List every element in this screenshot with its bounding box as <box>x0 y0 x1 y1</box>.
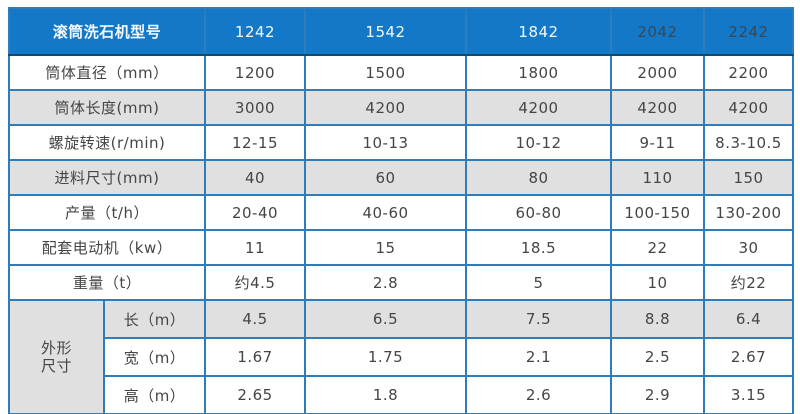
spec-value-cell: 约22 <box>703 264 795 301</box>
spec-value-cell: 约4.5 <box>204 264 307 301</box>
spec-value-cell: 1.8 <box>304 375 468 414</box>
spec-value-cell: 1500 <box>304 54 468 91</box>
spec-value-cell: 2.5 <box>610 337 706 377</box>
spec-value-cell: 11 <box>204 229 307 266</box>
header-model-label: 滚筒洗石机型号 <box>7 7 207 56</box>
spec-value-cell: 2.67 <box>703 337 795 377</box>
header-model-1242: 1242 <box>204 7 307 56</box>
spec-value-cell: 5 <box>465 264 613 301</box>
header-model-1842: 1842 <box>465 7 613 56</box>
spec-value-cell: 100-150 <box>610 194 706 231</box>
spec-value-cell: 2.8 <box>304 264 468 301</box>
spec-value-cell: 30 <box>703 229 795 266</box>
spec-value-cell: 110 <box>610 159 706 196</box>
spec-row-spiral-speed: 螺旋转速(r/min) 12-15 10-13 10-12 9-11 8.3-1… <box>7 124 795 161</box>
header-model-2242: 2242 <box>703 7 795 56</box>
spec-row-drum-length: 筒体长度(mm) 3000 4200 4200 4200 4200 <box>7 89 795 126</box>
spec-value-cell: 2.6 <box>465 375 613 414</box>
dim-row-height: 高（m） 2.65 1.8 2.6 2.9 3.15 <box>9 375 795 414</box>
dimensions-label-line2: 尺寸 <box>40 357 72 375</box>
page: 滚筒洗石机型号 1242 1542 1842 2042 2242 筒体直径（mm… <box>0 7 800 414</box>
spec-value-cell: 9-11 <box>610 124 706 161</box>
spec-value-cell: 6.4 <box>703 299 795 339</box>
spec-value-cell: 10-12 <box>465 124 613 161</box>
spec-value-cell: 3000 <box>204 89 307 126</box>
dim-sub-label: 高（m） <box>102 375 207 414</box>
spec-value-cell: 2.9 <box>610 375 706 414</box>
spec-value-cell: 18.5 <box>465 229 613 266</box>
header-model-1542: 1542 <box>304 7 468 56</box>
spec-row-weight: 重量（t） 约4.5 2.8 5 10 约22 <box>7 264 795 301</box>
spec-value-cell: 4200 <box>610 89 706 126</box>
spec-value-cell: 8.3-10.5 <box>703 124 795 161</box>
row-label: 螺旋转速(r/min) <box>7 124 207 161</box>
spec-value-cell: 4200 <box>703 89 795 126</box>
spec-value-cell: 150 <box>703 159 795 196</box>
spec-table: 滚筒洗石机型号 1242 1542 1842 2042 2242 筒体直径（mm… <box>7 7 795 414</box>
spec-row-motor: 配套电动机（kw） 11 15 18.5 22 30 <box>7 229 795 266</box>
dim-row-length: 外形 尺寸 长（m） 4.5 6.5 7.5 8.8 6.4 <box>8 299 795 414</box>
dim-row-width: 宽（m） 1.67 1.75 2.1 2.5 2.67 <box>9 337 795 377</box>
row-label: 产量（t/h） <box>7 194 207 231</box>
spec-value-cell: 4200 <box>465 89 613 126</box>
header-model-2042: 2042 <box>610 7 706 56</box>
row-label: 重量（t） <box>7 264 207 301</box>
spec-value-cell: 2.1 <box>465 337 613 377</box>
row-label: 配套电动机（kw） <box>7 229 207 266</box>
spec-value-cell: 80 <box>465 159 613 196</box>
spec-value-cell: 2200 <box>703 54 795 91</box>
spec-value-cell: 40-60 <box>304 194 468 231</box>
spec-value-cell: 4.5 <box>204 299 307 339</box>
spec-value-cell: 12-15 <box>204 124 307 161</box>
spec-value-cell: 10-13 <box>304 124 468 161</box>
spec-value-cell: 20-40 <box>204 194 307 231</box>
spec-value-cell: 40 <box>204 159 307 196</box>
spec-value-cell: 2000 <box>610 54 706 91</box>
spec-row-feed-size: 进料尺寸(mm) 40 60 80 110 150 <box>7 159 795 196</box>
spec-value-cell: 4200 <box>304 89 468 126</box>
spec-value-cell: 1800 <box>465 54 613 91</box>
dim-sub-label: 宽（m） <box>102 337 207 377</box>
spec-value-cell: 1200 <box>204 54 307 91</box>
spec-row-drum-diameter: 筒体直径（mm） 1200 1500 1800 2000 2200 <box>7 54 795 91</box>
spec-row-capacity: 产量（t/h） 20-40 40-60 60-80 100-150 130-20… <box>7 194 795 231</box>
dimensions-label-cell: 外形 尺寸 <box>8 299 105 414</box>
spec-value-cell: 8.8 <box>610 299 706 339</box>
spec-value-cell: 60-80 <box>465 194 613 231</box>
spec-value-cell: 3.15 <box>703 375 795 414</box>
spec-value-cell: 7.5 <box>465 299 613 339</box>
spec-value-cell: 10 <box>610 264 706 301</box>
row-label: 进料尺寸(mm) <box>7 159 207 196</box>
spec-value-cell: 60 <box>304 159 468 196</box>
table-header-row: 滚筒洗石机型号 1242 1542 1842 2042 2242 <box>7 7 795 56</box>
spec-value-cell: 1.67 <box>204 337 307 377</box>
row-label: 筒体直径（mm） <box>7 54 207 91</box>
row-label: 筒体长度(mm) <box>7 89 207 126</box>
spec-value-cell: 15 <box>304 229 468 266</box>
dim-sub-label: 长（m） <box>102 299 207 339</box>
spec-value-cell: 6.5 <box>304 299 468 339</box>
spec-value-cell: 1.75 <box>304 337 468 377</box>
spec-value-cell: 2.65 <box>204 375 307 414</box>
dimensions-label-line1: 外形 <box>40 339 72 357</box>
spec-value-cell: 130-200 <box>703 194 795 231</box>
spec-value-cell: 22 <box>610 229 706 266</box>
